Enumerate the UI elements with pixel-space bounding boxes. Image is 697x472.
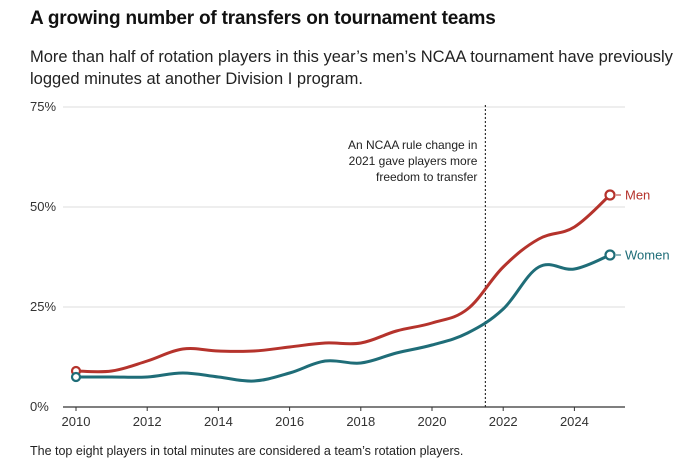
men-series-line [74,193,612,374]
women-end-marker [604,249,616,261]
y-axis: 0% 25% 50% 75% [30,99,56,414]
annotation-text: An NCAA rule change in [348,138,477,152]
y-tick-label: 0% [30,399,49,414]
annotation-text: freedom to transfer [376,170,477,184]
x-tick-label: 2014 [204,414,233,429]
x-tick-label: 2018 [346,414,375,429]
chart-footnote: The top eight players in total minutes a… [30,444,464,458]
women-series-line [74,253,612,383]
y-tick-label: 50% [30,199,56,214]
women-series-label: Women [625,248,670,263]
x-tick-label: 2010 [62,414,91,429]
y-tick-label: 75% [30,99,56,114]
x-tick-label: 2016 [275,414,304,429]
x-tick-label: 2022 [489,414,518,429]
chart-title: A growing number of transfers on tournam… [30,8,496,29]
women-start-marker [70,371,82,383]
series-lines: Men Women [70,188,670,383]
grid-lines [63,106,625,308]
men-series-label: Men [625,188,650,203]
x-tick-label: 2012 [133,414,162,429]
annotation: An NCAA rule change in 2021 gave players … [348,105,486,407]
x-tick-label: 2020 [418,414,447,429]
line-chart: An NCAA rule change in 2021 gave players … [30,99,670,429]
y-tick-label: 25% [30,299,56,314]
x-axis: 2010 2012 2014 2016 2018 2020 2022 2024 [62,406,625,429]
annotation-text: 2021 gave players more [349,154,478,168]
chart-subtitle: More than half of rotation players in th… [30,48,673,88]
x-tick-label: 2024 [560,414,589,429]
men-end-marker [604,189,616,201]
